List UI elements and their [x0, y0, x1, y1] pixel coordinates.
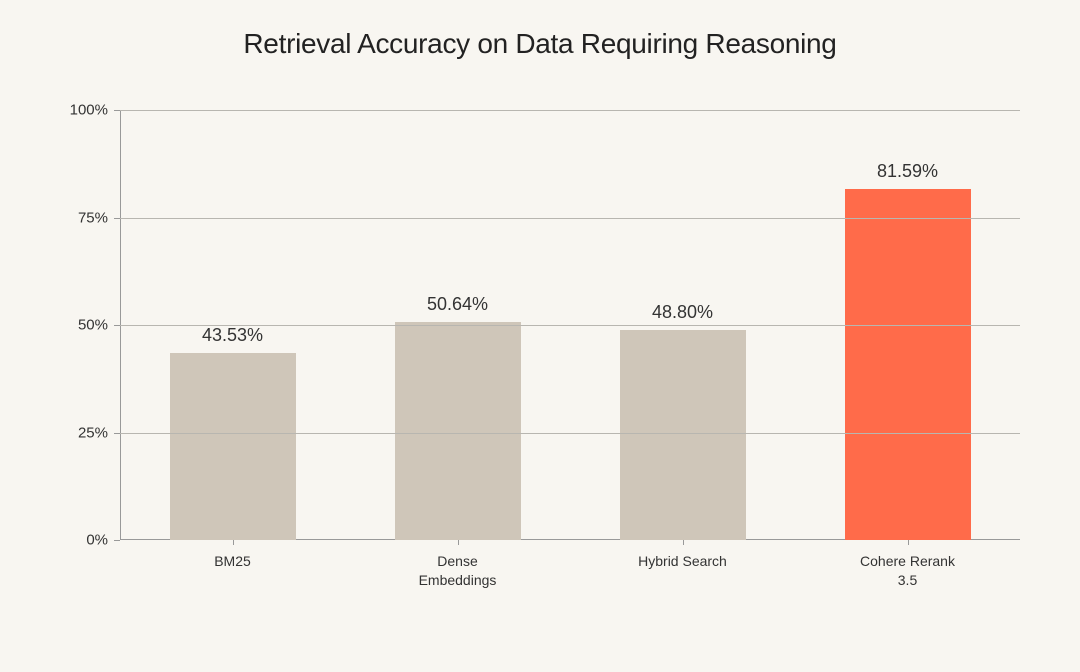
bar: 50.64% [395, 322, 521, 540]
bar: 43.53% [170, 353, 296, 540]
bar-value-label: 50.64% [395, 294, 521, 315]
x-axis-label: BM25 [131, 552, 334, 571]
x-axis-label: DenseEmbeddings [356, 552, 559, 590]
gridline [120, 110, 1020, 111]
gridline [120, 433, 1020, 434]
plot-area: 43.53% 50.64% 48.80% 81.59% [120, 110, 1020, 540]
y-axis: 0%25%50%75%100% [60, 110, 120, 540]
bar: 48.80% [620, 330, 746, 540]
bar: 81.59% [845, 189, 971, 540]
x-tick-mark [233, 540, 234, 545]
y-tick-label: 75% [78, 209, 108, 226]
x-axis-label: Hybrid Search [581, 552, 784, 571]
x-tick-mark [458, 540, 459, 545]
bar-value-label: 43.53% [170, 325, 296, 346]
bar-value-label: 81.59% [845, 161, 971, 182]
y-tick-mark [114, 540, 120, 541]
x-axis-label: Cohere Rerank3.5 [806, 552, 1009, 590]
y-tick-label: 25% [78, 424, 108, 441]
gridline [120, 325, 1020, 326]
chart-title: Retrieval Accuracy on Data Requiring Rea… [0, 0, 1080, 60]
chart-container: 0%25%50%75%100% 43.53%50.64%48.80%81.59%… [60, 110, 1020, 590]
x-tick-mark [908, 540, 909, 545]
gridline [120, 218, 1020, 219]
y-tick-label: 100% [70, 102, 108, 119]
x-tick-mark [683, 540, 684, 545]
bar-value-label: 48.80% [620, 302, 746, 323]
y-tick-label: 0% [86, 532, 108, 549]
y-tick-label: 50% [78, 317, 108, 334]
